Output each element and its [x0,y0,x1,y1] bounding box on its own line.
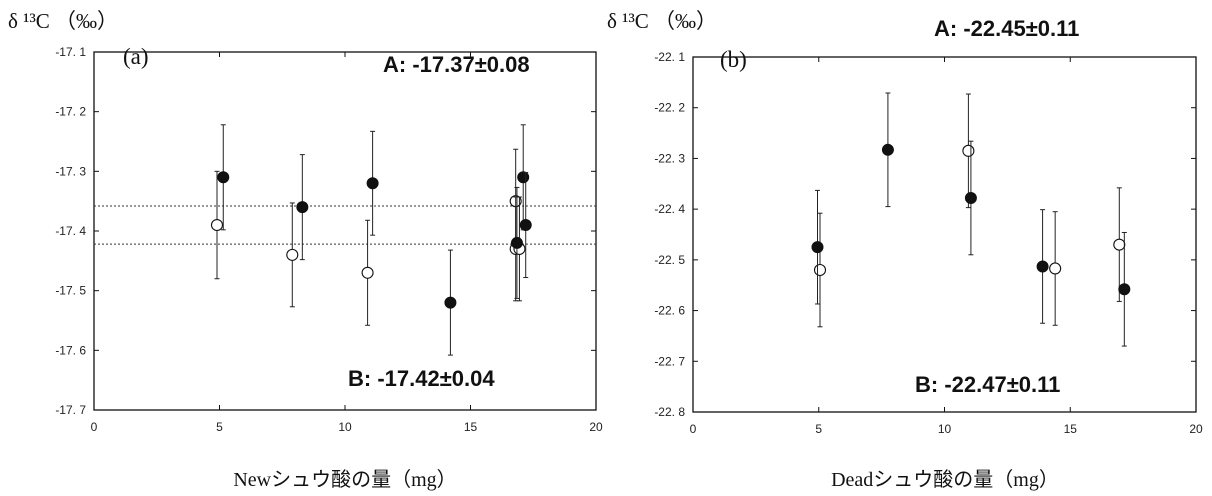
x-tick-label: 15 [1064,422,1078,436]
data-point-open [1113,238,1126,251]
data-point-open [1049,262,1062,275]
x-axis-label: Newシュウ酸の量（mg） [233,468,456,491]
annotation-a: A: -17.37±0.08 [383,52,530,77]
plot-frame [93,51,597,411]
data-point-filled [510,236,523,249]
y-tick-label: -17. 2 [55,105,86,119]
y-tick-label: -22. 7 [654,354,685,368]
data-point-filled [811,241,824,254]
data-point-filled [1036,260,1049,273]
y-tick-label: -22. 3 [654,151,685,165]
y-axis-label: δ ¹³C （‰） [607,9,717,33]
y-tick-label: -22. 4 [654,202,685,216]
data-point-filled [964,191,977,204]
x-tick-label: 0 [690,422,697,436]
x-tick-label: 10 [338,420,352,434]
y-tick-label: -17. 1 [55,45,86,59]
x-axis-label: Deadシュウ酸の量（mg） [831,468,1059,491]
x-tick-label: 20 [1189,422,1203,436]
data-point-filled [444,296,457,309]
data-point-open [361,266,374,279]
y-tick-label: -17. 5 [55,284,86,298]
x-tick-label: 5 [815,422,822,436]
data-point-filled [217,171,230,184]
panel-label: (b) [720,47,747,72]
y-tick-label: -17. 3 [55,164,86,178]
x-tick-label: 10 [938,422,952,436]
x-tick-label: 20 [589,420,603,434]
data-point-filled [1118,283,1131,296]
x-tick-label: 15 [464,420,478,434]
y-axis-label: δ ¹³C （‰） [8,9,118,33]
data-point-filled [366,177,379,190]
x-tick-label: 5 [216,420,223,434]
data-point-open [813,263,827,277]
data-point-open [210,218,224,232]
x-tick-label: 0 [91,420,98,434]
data-point-filled [296,201,309,214]
y-tick-label: -22. 6 [654,304,685,318]
y-tick-label: -22. 1 [654,50,685,64]
panel-label: (a) [123,44,149,69]
y-tick-label: -17. 7 [55,403,86,417]
plot-frame [692,56,1197,413]
y-tick-label: -22. 2 [654,101,685,115]
y-tick-label: -22. 8 [654,405,685,419]
y-tick-label: -17. 6 [55,343,86,357]
annotation-b: B: -17.42±0.04 [348,366,495,391]
data-point-filled [519,219,532,232]
data-point-open [286,248,299,261]
y-tick-label: -22. 5 [654,253,685,267]
y-tick-label: -17. 4 [55,224,86,238]
data-point-filled [517,171,530,184]
data-point-open [962,144,975,157]
annotation-a: A: -22.45±0.11 [934,16,1079,41]
annotation-b: B: -22.47±0.11 [915,372,1060,397]
data-point-filled [881,143,894,156]
